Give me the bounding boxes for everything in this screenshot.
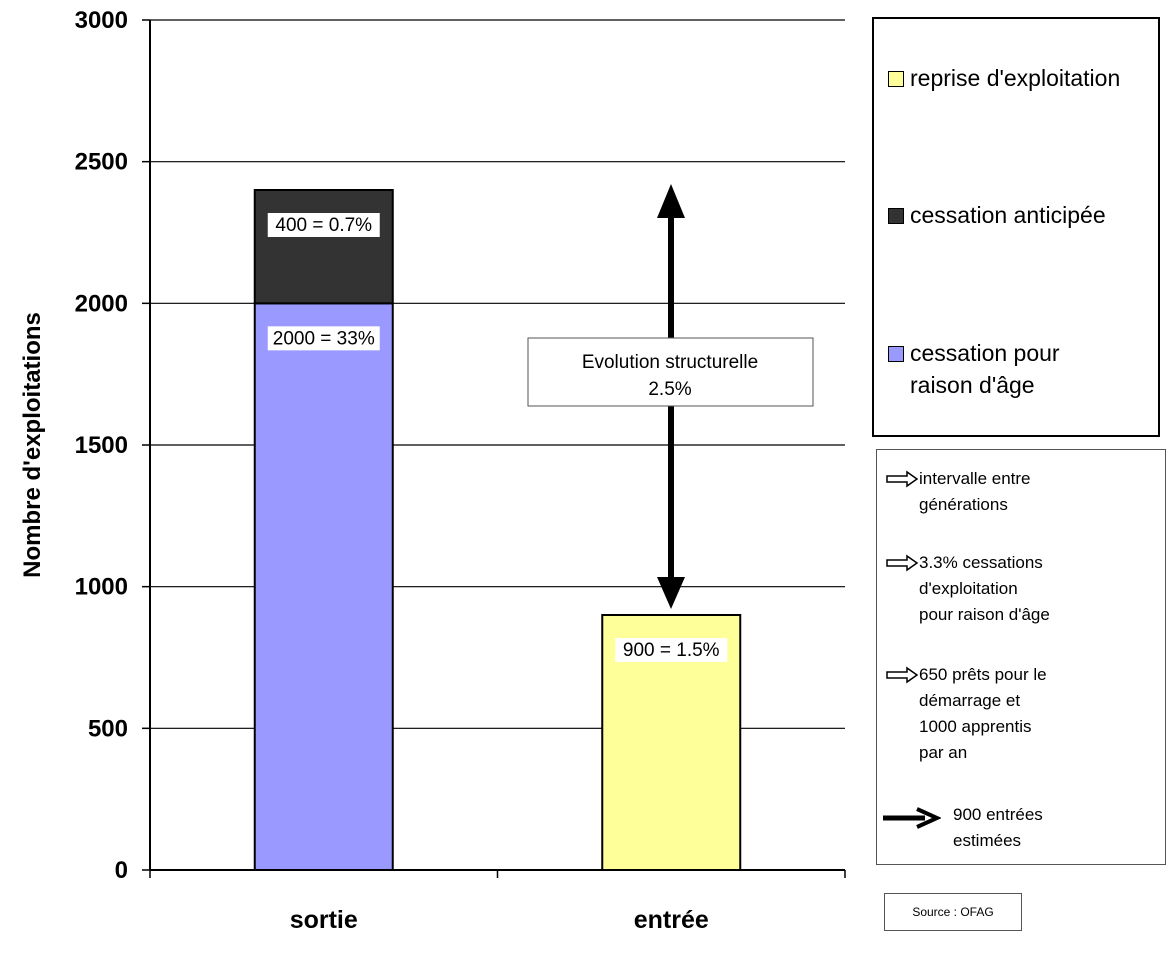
evolution-annotation: Evolution structurelle 2.5%	[527, 184, 814, 609]
legend-item-age: cessation pour raison d'âge	[888, 337, 1060, 401]
legend-label-age: cessation pour raison d'âge	[910, 340, 1060, 398]
legend: reprise d'exploitation cessation anticip…	[872, 17, 1160, 437]
bars: 2000 = 33% 400 = 0.7% 900 = 1.5%	[253, 189, 742, 872]
data-label-bg	[267, 213, 380, 237]
y-tick-label: 2500	[75, 149, 128, 176]
data-label-bg	[267, 326, 380, 351]
x-category-label: entrée	[634, 906, 709, 934]
x-category-labels: sortie entrée	[290, 906, 709, 934]
data-label: 2000 = 33%	[273, 328, 375, 349]
bold-arrow-right-icon	[883, 807, 941, 829]
bar-segment	[253, 189, 394, 305]
legend-swatch-reprise	[888, 71, 904, 87]
note-text: 900 entrées estimées	[953, 805, 1043, 850]
annotation-value: 2.5%	[648, 379, 691, 400]
annotation-title: Evolution structurelle	[582, 352, 758, 373]
y-tick-label: 1000	[75, 574, 128, 601]
note-item: 650 prêts pour le démarrage et 1000 appr…	[885, 662, 1047, 766]
note-text: 3.3% cessations d'exploitation pour rais…	[919, 553, 1050, 624]
source-label: Source : OFAG	[884, 893, 1022, 931]
notes-box: intervalle entre générations 3.3% cessat…	[876, 449, 1166, 865]
legend-swatch-age	[888, 346, 904, 362]
arrow-head-up	[657, 184, 685, 218]
note-item: intervalle entre générations	[885, 466, 1031, 518]
arrow-right-icon	[886, 666, 919, 684]
note-item: 900 entrées estimées	[881, 802, 1043, 854]
y-tick-label: 500	[88, 715, 128, 742]
note-text: 650 prêts pour le démarrage et 1000 appr…	[919, 665, 1047, 762]
arrow-head-down	[657, 577, 685, 609]
y-tick-labels: 0 500 1000 1500 2000 2500 3000	[75, 7, 128, 884]
y-tick-label: 3000	[75, 7, 128, 34]
y-axis-label: Nombre d'exploitations	[19, 312, 46, 578]
data-label: 900 = 1.5%	[623, 640, 720, 661]
y-tick-label: 2000	[75, 290, 128, 317]
arrow-right-icon	[886, 554, 919, 572]
x-category-label: sortie	[290, 906, 358, 934]
note-text: intervalle entre générations	[919, 469, 1031, 514]
bar-segment	[253, 302, 394, 872]
y-tick-label: 1500	[75, 432, 128, 459]
note-item: 3.3% cessations d'exploitation pour rais…	[885, 550, 1050, 628]
annotation-box	[527, 337, 814, 407]
legend-item-anticipee: cessation anticipée	[888, 199, 1106, 231]
data-label-bg	[615, 638, 728, 662]
stacked-bar-chart: 2000 = 33% 400 = 0.7% 900 = 1.5% 0 500 1000 1…	[19, 7, 846, 934]
data-label: 400 = 0.7%	[275, 215, 372, 236]
legend-swatch-anticipee	[888, 208, 904, 224]
legend-item-reprise: reprise d'exploitation	[888, 62, 1120, 94]
legend-label-anticipee: cessation anticipée	[910, 202, 1106, 228]
legend-label-reprise: reprise d'exploitation	[910, 65, 1121, 91]
arrow-right-icon	[886, 470, 919, 488]
y-tick-label: 0	[115, 857, 128, 884]
